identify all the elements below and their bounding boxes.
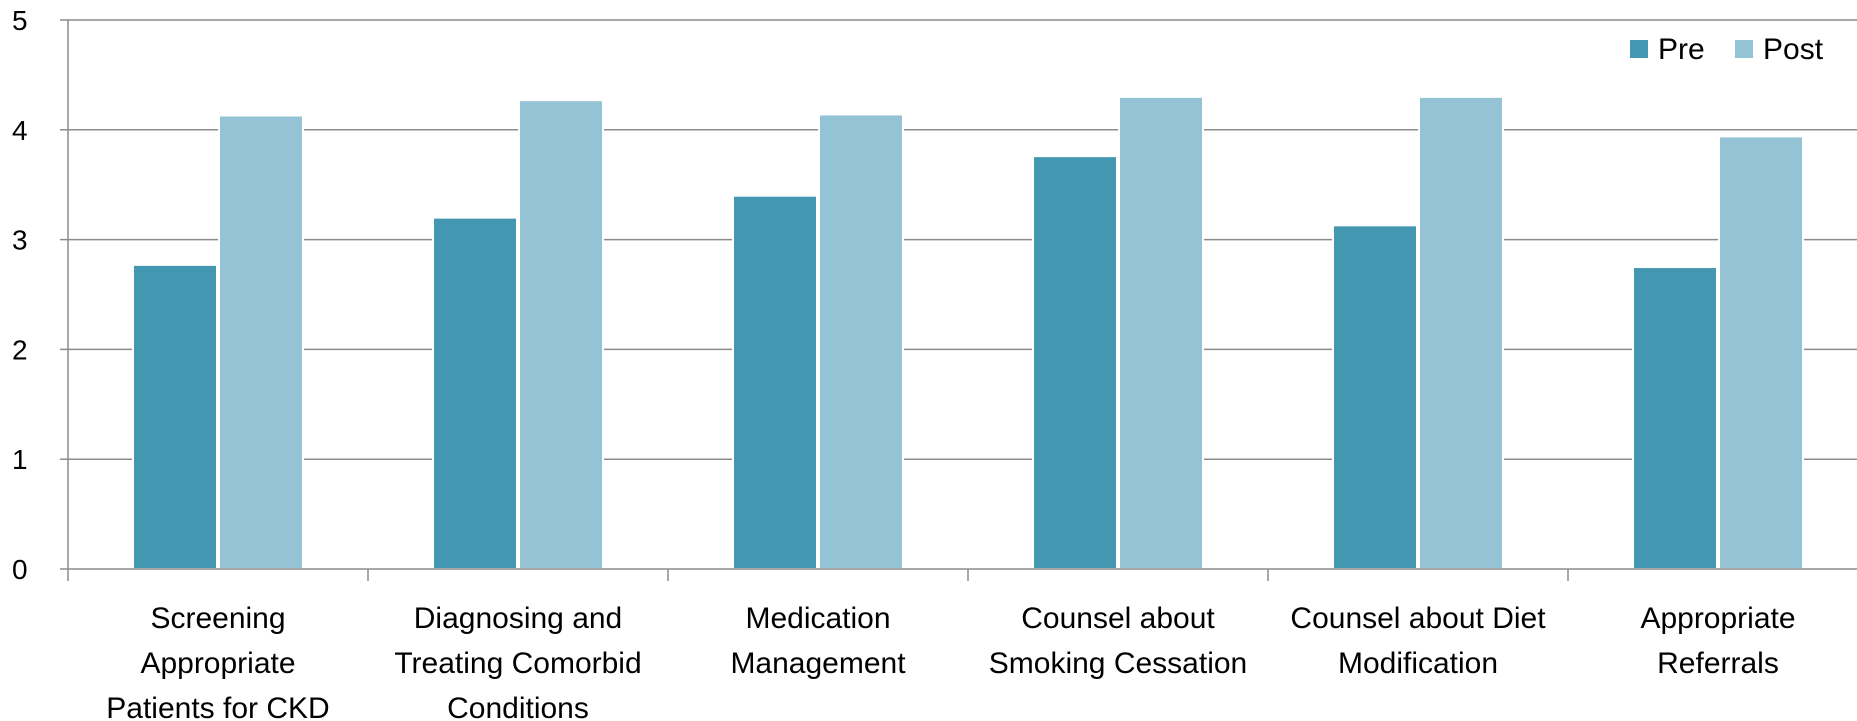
bar-post-2 [518,99,604,571]
y-tick-label: 1 [12,444,28,475]
x-category-label: Conditions [447,692,589,721]
bar-post-4 [1118,95,1204,571]
legend-swatch-pre [1630,40,1648,58]
axes [67,20,1857,581]
y-tick-label: 3 [12,225,28,256]
legend-swatch-post [1735,40,1753,58]
legend: Pre Post [1630,33,1824,66]
x-category-label: Counsel about [1021,602,1215,635]
x-category-label: Counsel about Diet [1290,602,1546,635]
bar-pre-4 [1032,155,1118,570]
x-category-label: Medication [745,602,890,635]
legend-label-post: Post [1763,33,1824,66]
bar-pre-2 [432,216,518,570]
x-category-label: Patients for CKD [106,692,329,721]
y-tick-label: 4 [12,115,28,146]
x-category-labels: Screening Appropriate Patients for CKD Diag… [106,602,1795,721]
bar-post-3 [818,113,904,570]
y-tick-label: 2 [12,334,28,365]
bar-post-1 [218,114,304,570]
y-tick-labels: 0 1 2 3 4 5 [12,5,28,585]
x-category-label: Treating Comorbid [394,647,641,680]
x-category-label: Appropriate [140,647,295,680]
gridlines [60,19,1857,570]
x-category-label: Screening [150,602,285,635]
bar-post-5 [1418,95,1504,571]
x-category-label: Smoking Cessation [989,647,1247,680]
x-category-label: Modification [1338,647,1498,680]
x-category-label: Appropriate [1640,602,1795,635]
legend-label-pre: Pre [1658,33,1705,66]
bars [132,95,1804,571]
x-category-label: Diagnosing and [414,602,623,635]
bar-pre-6 [1632,266,1718,570]
bar-post-6 [1718,135,1804,570]
bar-pre-1 [132,263,218,570]
y-tick-label: 0 [12,554,28,585]
bar-pre-5 [1332,224,1418,571]
y-tick-label: 5 [12,5,28,36]
bar-pre-3 [732,194,818,570]
x-category-label: Referrals [1657,647,1779,680]
x-category-label: Management [730,647,906,680]
